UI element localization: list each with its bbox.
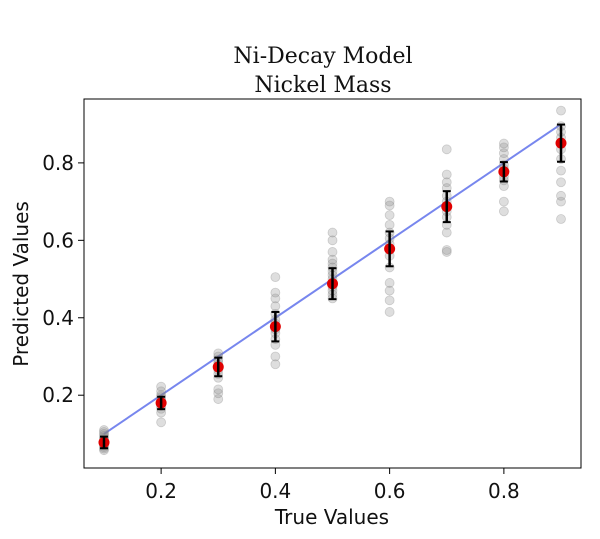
- sample-point: [441, 247, 452, 257]
- x-tick-label: 0.4: [259, 479, 291, 503]
- sample-point: [327, 227, 338, 238]
- sample-point: [213, 348, 224, 359]
- sample-point: [556, 105, 566, 116]
- sample-point: [498, 206, 509, 217]
- sample-point: [270, 287, 281, 298]
- x-axis-label: True Values: [274, 505, 389, 529]
- sample-point: [384, 210, 395, 221]
- sample-point: [327, 247, 338, 257]
- y-tick-label: 0.8: [42, 151, 74, 175]
- sample-point: [441, 227, 452, 238]
- sample-point: [270, 301, 281, 312]
- sample-point: [498, 138, 509, 149]
- sample-point: [156, 381, 167, 392]
- sample-point: [556, 190, 566, 201]
- sample-point: [270, 351, 281, 362]
- sample-point: [327, 254, 338, 265]
- x-axis: 0.2 0.4 0.6 0.8: [145, 468, 520, 503]
- sample-point: [498, 196, 509, 207]
- sample-point: [99, 425, 109, 435]
- sample-point: [556, 177, 566, 188]
- sample-point: [498, 148, 509, 159]
- chart-title-line-2: Nickel Mass: [254, 73, 391, 98]
- y-axis-label: Predicted Values: [9, 201, 33, 367]
- sample-point: [270, 359, 281, 370]
- sample-point: [556, 165, 566, 176]
- sample-point: [384, 278, 395, 288]
- sample-point: [270, 272, 281, 283]
- plot-frame: [83, 98, 582, 469]
- sample-point: [213, 384, 224, 395]
- sample-point: [270, 293, 281, 304]
- y-tick-label: 0.6: [42, 228, 74, 252]
- sample-point: [384, 295, 395, 306]
- sample-point: [213, 394, 224, 404]
- chart-title-line-1: Ni-Decay Model: [233, 44, 412, 69]
- sample-point: [213, 388, 224, 399]
- y-axis: 0.2 0.4 0.6 0.8: [42, 151, 84, 407]
- x-tick-label: 0.6: [374, 479, 406, 503]
- sample-point: [441, 169, 452, 180]
- y-tick-label: 0.4: [42, 306, 74, 330]
- sample-point: [156, 417, 167, 428]
- sample-point: [384, 200, 395, 211]
- sample-point: [384, 285, 395, 296]
- plot-area: [98, 105, 567, 456]
- sample-point: [441, 245, 452, 255]
- sample-point: [384, 219, 395, 230]
- sample-point: [556, 196, 566, 207]
- sample-point: [498, 142, 509, 153]
- sample-point: [327, 235, 338, 246]
- y-tick-label: 0.2: [42, 383, 74, 407]
- sample-point: [441, 144, 452, 155]
- sample-point: [384, 307, 395, 317]
- sample-point: [556, 214, 566, 224]
- x-tick-label: 0.2: [145, 479, 177, 503]
- sample-point: [441, 177, 452, 188]
- sample-point: [384, 196, 395, 207]
- x-tick-label: 0.8: [488, 479, 520, 503]
